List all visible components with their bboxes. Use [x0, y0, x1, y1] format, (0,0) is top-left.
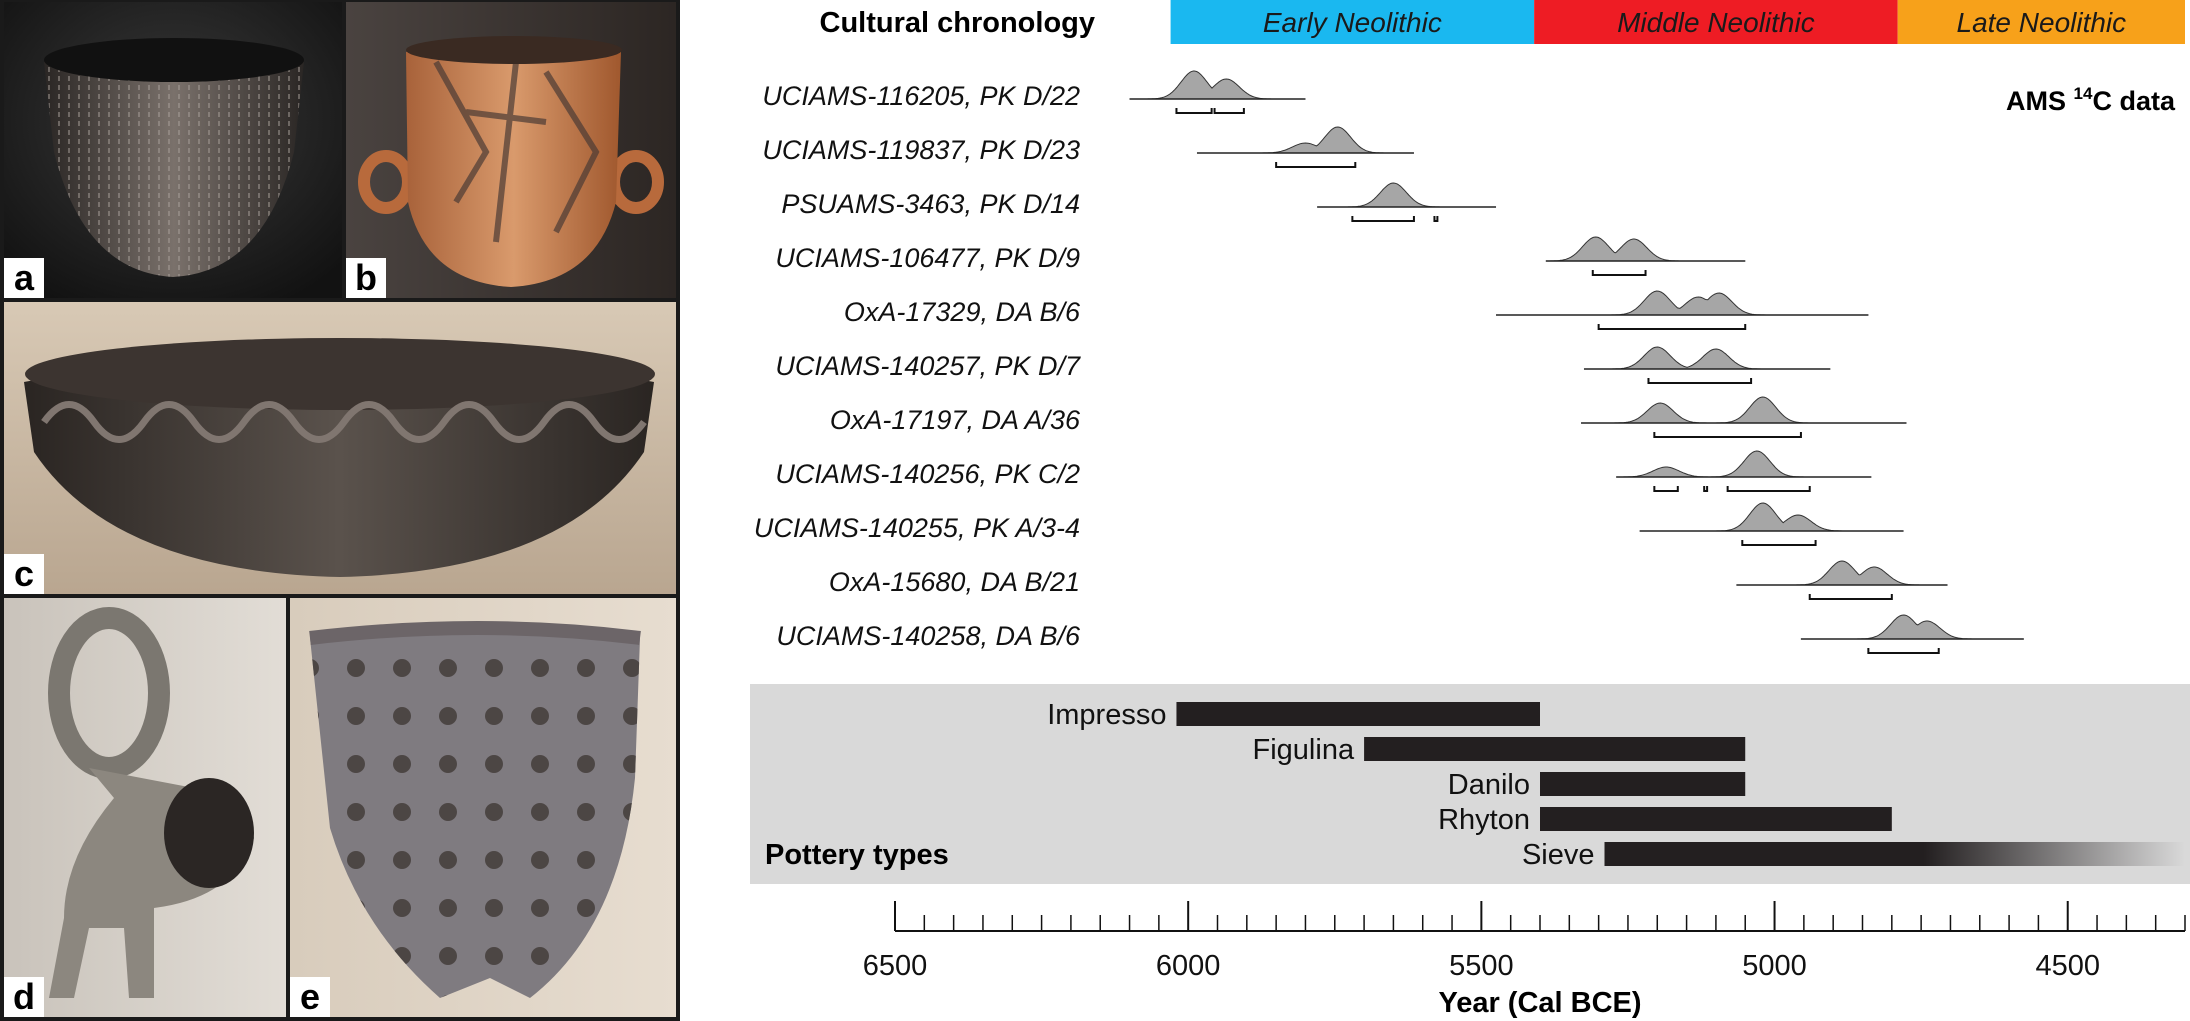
pottery-bar-1	[1364, 737, 1746, 761]
sample-row-0: UCIAMS-116205, PK D/22	[762, 70, 1306, 114]
rhyton-image	[4, 598, 286, 1017]
sample-row-7: UCIAMS-140256, PK C/2	[775, 450, 1872, 492]
sample-row-2: PSUAMS-3463, PK D/14	[781, 182, 1497, 222]
ams-title-prefix: AMS	[2006, 86, 2074, 116]
sample-density-8	[1639, 502, 1904, 532]
jar-image	[346, 2, 676, 298]
sample-label-0: UCIAMS-116205, PK D/22	[762, 81, 1080, 111]
pottery-bar-4	[1604, 842, 2185, 866]
photo-label-b: b	[346, 258, 386, 298]
pottery-label-2: Danilo	[1448, 769, 1530, 801]
photo-label-e: e	[290, 977, 330, 1017]
x-axis: 6500 6000 5500 5000 4500	[863, 901, 2186, 982]
photo-d-rhyton: d	[4, 598, 286, 1017]
period-label-0: Early Neolithic	[1263, 7, 1442, 38]
sample-label-3: UCIAMS-106477, PK D/9	[775, 243, 1080, 273]
ams-data-title: AMS 14C data	[2006, 84, 2176, 116]
chronology-chart: Cultural chronology Early Neolithic Middl…	[750, 0, 2190, 1019]
sample-label-7: UCIAMS-140256, PK C/2	[775, 459, 1080, 489]
sample-range-0-0	[1175, 108, 1213, 114]
pottery-bar-0	[1176, 702, 1540, 726]
period-band-0	[1170, 0, 1535, 44]
sample-range-5-0	[1647, 378, 1753, 384]
sample-range-7-2	[1726, 486, 1811, 492]
sample-density-10	[1800, 614, 2024, 640]
period-band-1	[1534, 0, 1898, 44]
pottery-types-title: Pottery types	[765, 839, 949, 871]
sample-label-10: UCIAMS-140258, DA B/6	[776, 621, 1081, 651]
period-bands: Early Neolithic Middle Neolithic Late Neol…	[1170, 0, 2185, 44]
sample-range-9-0	[1808, 594, 1893, 600]
sample-row-6: OxA-17197, DA A/36	[830, 396, 1907, 438]
sample-row-9: OxA-15680, DA B/21	[829, 560, 1948, 600]
pottery-bar-3	[1540, 807, 1892, 831]
sample-label-6: OxA-17197, DA A/36	[830, 405, 1081, 435]
sample-density-1	[1196, 126, 1414, 154]
sample-density-6	[1581, 396, 1907, 424]
sample-row-5: UCIAMS-140257, PK D/7	[775, 346, 1831, 384]
sample-label-9: OxA-15680, DA B/21	[829, 567, 1080, 597]
sample-label-5: UCIAMS-140257, PK D/7	[775, 351, 1081, 381]
sample-range-4-0	[1597, 324, 1747, 330]
x-axis-title: Year (Cal BCE)	[1438, 987, 1641, 1019]
sample-range-7-1	[1703, 486, 1709, 492]
x-tick-label-4500: 4500	[2035, 950, 2100, 982]
sample-row-10: UCIAMS-140258, DA B/6	[776, 614, 2024, 654]
photo-c-spiral-bowl: c	[4, 302, 676, 594]
sample-row-1: UCIAMS-119837, PK D/23	[762, 126, 1414, 168]
x-tick-label-5000: 5000	[1742, 950, 1807, 982]
sample-range-2-0	[1351, 216, 1415, 222]
period-band-2	[1897, 0, 2185, 44]
ams-samples: UCIAMS-116205, PK D/22 UCIAMS-119837, PK …	[754, 70, 2024, 654]
sample-range-3-0	[1591, 270, 1647, 276]
sample-range-0-1	[1213, 108, 1245, 114]
x-tick-label-5500: 5500	[1449, 950, 1514, 982]
pottery-label-0: Impresso	[1047, 699, 1166, 731]
sample-density-7	[1616, 450, 1872, 478]
photo-b-painted-jar: b	[346, 2, 676, 298]
sieve-fragment-image	[290, 598, 676, 1017]
sample-range-2-1	[1433, 216, 1439, 222]
photo-e-sieve-fragment: e	[290, 598, 676, 1017]
chronology-title: Cultural chronology	[820, 7, 1096, 39]
pottery-photo-panel: a b c	[0, 0, 680, 1021]
period-label-2: Late Neolithic	[1957, 7, 2127, 38]
spiral-bowl-image	[4, 302, 676, 594]
sample-row-4: OxA-17329, DA B/6	[844, 290, 1869, 330]
pottery-label-3: Rhyton	[1438, 804, 1530, 836]
photo-label-d: d	[4, 977, 44, 1017]
sample-density-2	[1317, 182, 1497, 208]
sample-row-8: UCIAMS-140255, PK A/3-4	[754, 502, 1904, 546]
ams-title-superscript: 14	[2074, 84, 2093, 103]
sample-label-4: OxA-17329, DA B/6	[844, 297, 1081, 327]
photo-a-impressed-bowl: a	[4, 2, 342, 298]
bowl-image	[4, 2, 342, 298]
x-tick-label-6500: 6500	[863, 950, 928, 982]
sample-label-2: PSUAMS-3463, PK D/14	[781, 189, 1080, 219]
sample-range-10-0	[1867, 648, 1940, 654]
sample-range-1-0	[1275, 162, 1357, 168]
period-label-1: Middle Neolithic	[1617, 7, 1815, 38]
sample-label-1: UCIAMS-119837, PK D/23	[762, 135, 1080, 165]
ams-title-suffix: C data	[2092, 86, 2176, 116]
sample-density-3	[1545, 236, 1746, 262]
photo-label-c: c	[4, 554, 44, 594]
photo-label-a: a	[4, 258, 44, 298]
sample-label-8: UCIAMS-140255, PK A/3-4	[754, 513, 1080, 543]
x-tick-label-6000: 6000	[1156, 950, 1221, 982]
sample-range-8-0	[1741, 540, 1817, 546]
sample-density-5	[1583, 346, 1831, 370]
pottery-label-4: Sieve	[1522, 839, 1595, 871]
sample-density-0	[1129, 70, 1306, 100]
sample-range-7-0	[1653, 486, 1679, 492]
pottery-bar-2	[1540, 772, 1746, 796]
sample-density-9	[1736, 560, 1948, 586]
sample-row-3: UCIAMS-106477, PK D/9	[775, 236, 1746, 276]
sample-range-6-0	[1653, 432, 1802, 438]
sample-density-4	[1496, 290, 1869, 316]
pottery-label-1: Figulina	[1253, 734, 1355, 766]
